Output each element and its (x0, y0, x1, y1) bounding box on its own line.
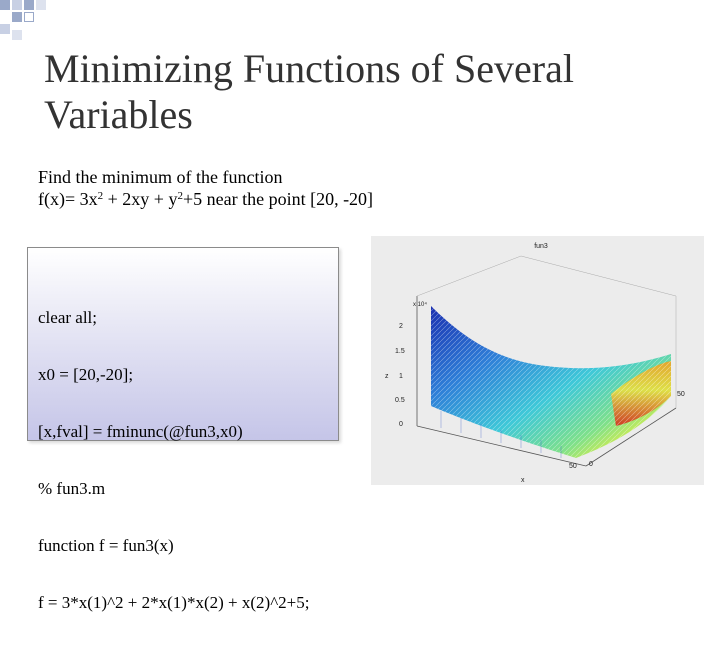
x-tick-label: 0 (589, 461, 593, 468)
problem-statement: Find the minimum of the function f(x)= 3… (38, 166, 638, 210)
code-line: clear all; (38, 308, 97, 327)
plot-title: fun3 (534, 243, 548, 250)
function-exponent-2: 2 (177, 190, 183, 202)
x-axis-label: x (521, 477, 525, 484)
code-line: % fun3.m (38, 479, 106, 498)
box-edge (416, 255, 522, 297)
code-listing: clear all; x0 = [20,-20]; [x,fval] = fmi… (38, 270, 309, 650)
z-tick-label: 1.5 (395, 348, 405, 355)
surface-plot: fun3 x 10⁴ 2 1.5 1 0.5 0 z 50 0 x 50 (371, 236, 704, 485)
surface-plot-svg: fun3 x 10⁴ 2 1.5 1 0.5 0 z 50 0 x 50 (385, 243, 685, 484)
z-tick-label: 0 (399, 421, 403, 428)
surface-grid (431, 306, 671, 458)
slide-title: Minimizing Functions of Several Variable… (44, 46, 574, 137)
code-line: function f = fun3(x) (38, 536, 174, 555)
z-tick-label: 2 (399, 323, 403, 330)
function-prefix: f(x)= 3x (38, 189, 98, 209)
function-line: f(x)= 3x2 + 2xy + y2+5 near the point [2… (38, 188, 638, 210)
contour-lines (440, 411, 562, 458)
z-axis-label: z (385, 373, 389, 380)
function-exponent-1: 2 (97, 190, 104, 202)
x-axis-line (416, 425, 587, 467)
z-tick-label: 1 (399, 373, 403, 380)
code-line: [x,fval] = fminunc(@fun3,x0) (38, 422, 243, 441)
code-line: x0 = [20,-20]; (38, 365, 134, 384)
function-middle: + 2xy + y (103, 189, 178, 209)
x-tick-label: 50 (569, 463, 577, 470)
code-line: f = 3*x(1)^2 + 2*x(1)*x(2) + x(2)^2+5; (38, 593, 310, 612)
box-edge (520, 255, 677, 297)
function-suffix: +5 near the point [20, -20] (182, 189, 374, 209)
y-tick-label: 50 (677, 391, 685, 398)
intro-line: Find the minimum of the function (38, 167, 283, 187)
y-axis-line (585, 407, 677, 467)
code-box: clear all; x0 = [20,-20]; [x,fval] = fmi… (27, 247, 339, 612)
corner-decoration (0, 0, 60, 44)
exponent-label: x 10⁴ (413, 301, 427, 308)
z-tick-label: 0.5 (395, 397, 405, 404)
surface-peak-grid (611, 361, 671, 426)
